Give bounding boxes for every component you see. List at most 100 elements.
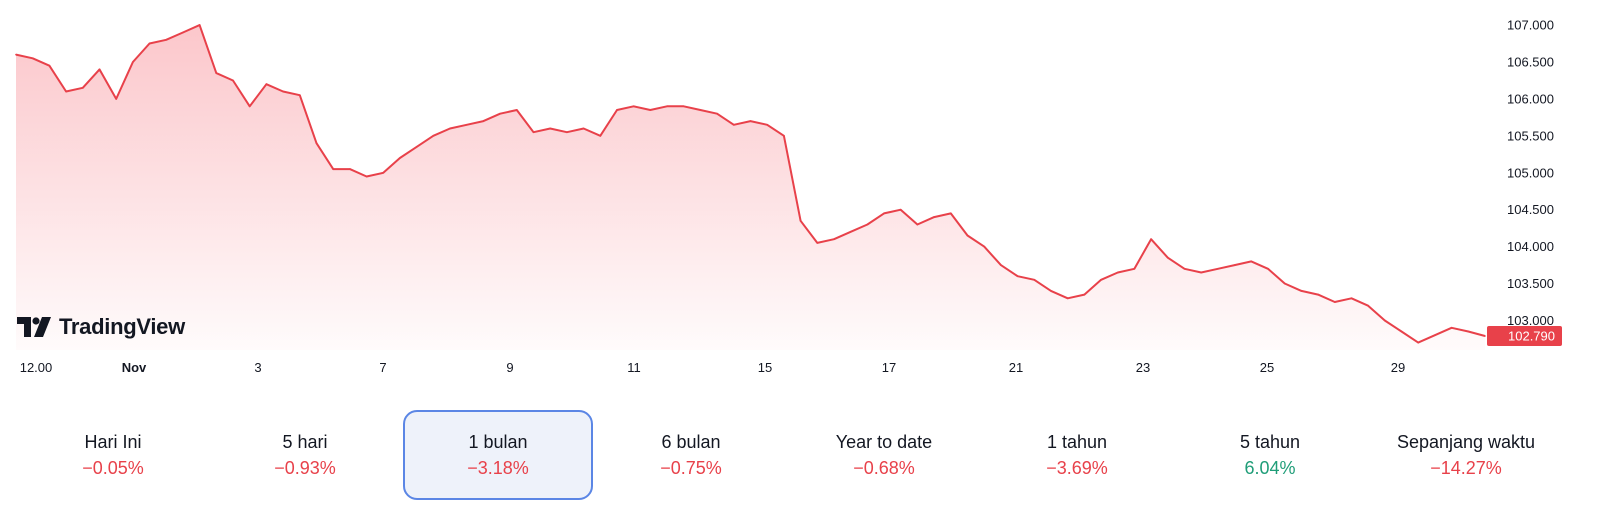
x-tick-label: 23	[1136, 360, 1150, 375]
data-point	[465, 124, 468, 126]
data-point	[1384, 319, 1386, 322]
data-point	[516, 109, 518, 111]
data-point	[1066, 297, 1069, 300]
data-point	[616, 109, 618, 111]
data-point	[1183, 268, 1186, 270]
period-selector: Hari Ini −0.05% 5 hari −0.93% 1 bulan −3.18% 6…	[0, 410, 1600, 502]
period-tab-1-tahun[interactable]: 1 tahun −3.69%	[982, 410, 1172, 500]
period-label: Sepanjang waktu	[1396, 432, 1536, 452]
data-point	[1083, 293, 1086, 296]
period-label: 6 bulan	[661, 432, 721, 452]
data-point	[849, 231, 852, 233]
y-tick-label: 105.000	[1507, 165, 1554, 180]
period-tab-5-hari[interactable]: 5 hari −0.93%	[210, 410, 400, 500]
data-point	[1350, 297, 1353, 300]
data-point	[783, 135, 785, 137]
data-point	[1150, 238, 1152, 240]
data-point	[1484, 335, 1486, 337]
last-price-value: 102.790	[1508, 329, 1555, 344]
y-tick-label: 107.000	[1507, 18, 1554, 33]
data-point	[866, 223, 869, 226]
data-point	[933, 216, 935, 218]
data-point	[1417, 341, 1419, 344]
data-point	[182, 31, 184, 34]
period-tab-sepanjang-waktu[interactable]: Sepanjang waktu −14.27%	[1371, 410, 1561, 500]
data-point	[1300, 290, 1303, 292]
data-point	[499, 112, 501, 115]
period-change: −3.69%	[1046, 458, 1108, 478]
period-tab-hari-ini[interactable]: Hari Ini −0.05%	[18, 410, 208, 500]
data-point	[1167, 256, 1169, 259]
logo-text: TradingView	[59, 314, 185, 339]
period-label: 1 bulan	[468, 432, 528, 452]
y-tick-label: 106.500	[1507, 55, 1554, 70]
data-point	[733, 124, 735, 126]
period-tab-1-bulan[interactable]: 1 bulan −3.18%	[403, 410, 593, 500]
data-point	[148, 42, 151, 45]
period-change: −0.93%	[274, 458, 336, 478]
data-point	[132, 61, 134, 63]
data-point	[1334, 301, 1336, 303]
price-area-fill	[16, 25, 1485, 350]
data-point	[399, 157, 401, 159]
x-tick-label: 21	[1009, 360, 1023, 375]
data-point	[1317, 293, 1319, 296]
data-point	[1117, 271, 1119, 274]
period-tab-5-tahun[interactable]: 5 tahun 6.04%	[1175, 410, 1365, 500]
data-point	[1016, 275, 1019, 278]
data-point	[1233, 264, 1236, 266]
data-point	[899, 208, 902, 211]
data-point	[382, 172, 385, 174]
chart-canvas[interactable]: 107.000 106.500 106.000 105.500 105.000 104.5…	[0, 0, 1600, 390]
period-change: −14.27%	[1430, 458, 1502, 478]
data-point	[749, 120, 752, 122]
period-label: 1 tahun	[1046, 432, 1108, 452]
x-tick-label: 3	[254, 360, 261, 375]
x-tick-label: 17	[882, 360, 896, 375]
data-point	[566, 131, 568, 133]
y-tick-label: 103.500	[1507, 276, 1554, 291]
data-point	[115, 98, 117, 100]
data-point	[1283, 282, 1286, 285]
period-label: 5 hari	[282, 432, 328, 452]
data-point	[31, 57, 34, 60]
data-point	[1200, 271, 1202, 274]
price-chart[interactable]: 107.000 106.500 106.000 105.500 105.000 104.5…	[0, 0, 1600, 390]
y-tick-label: 103.000	[1507, 313, 1554, 328]
data-point	[198, 24, 201, 26]
data-point	[299, 94, 301, 96]
data-point	[950, 212, 952, 215]
x-tick-label: Nov	[122, 360, 147, 375]
data-point	[649, 109, 652, 111]
y-tick-label: 104.000	[1507, 239, 1554, 254]
data-point	[48, 64, 51, 67]
data-point	[799, 220, 802, 222]
data-point	[332, 168, 335, 170]
data-point	[1450, 327, 1453, 329]
data-point	[1434, 334, 1436, 337]
period-label: 5 tahun	[1239, 432, 1301, 452]
data-point	[816, 242, 819, 244]
x-tick-label: 9	[506, 360, 513, 375]
data-point	[1133, 268, 1136, 270]
data-point	[833, 238, 835, 240]
data-point	[98, 68, 101, 71]
data-point	[282, 90, 284, 93]
period-change: −0.68%	[853, 458, 915, 478]
data-point	[1367, 304, 1369, 307]
data-point	[883, 212, 885, 215]
data-point	[432, 135, 435, 137]
data-point	[1033, 279, 1036, 281]
x-tick-label: 25	[1260, 360, 1274, 375]
period-label: Year to date	[835, 432, 933, 452]
data-point	[165, 39, 167, 41]
data-point	[1000, 264, 1002, 266]
period-change: −0.05%	[82, 458, 144, 478]
period-tab-year-to-date[interactable]: Year to date −0.68%	[789, 410, 979, 500]
data-point	[82, 87, 84, 89]
data-point	[265, 83, 268, 85]
data-point	[482, 120, 485, 122]
data-point	[682, 105, 685, 108]
period-tab-6-bulan[interactable]: 6 bulan −0.75%	[596, 410, 786, 500]
data-point	[449, 127, 451, 130]
